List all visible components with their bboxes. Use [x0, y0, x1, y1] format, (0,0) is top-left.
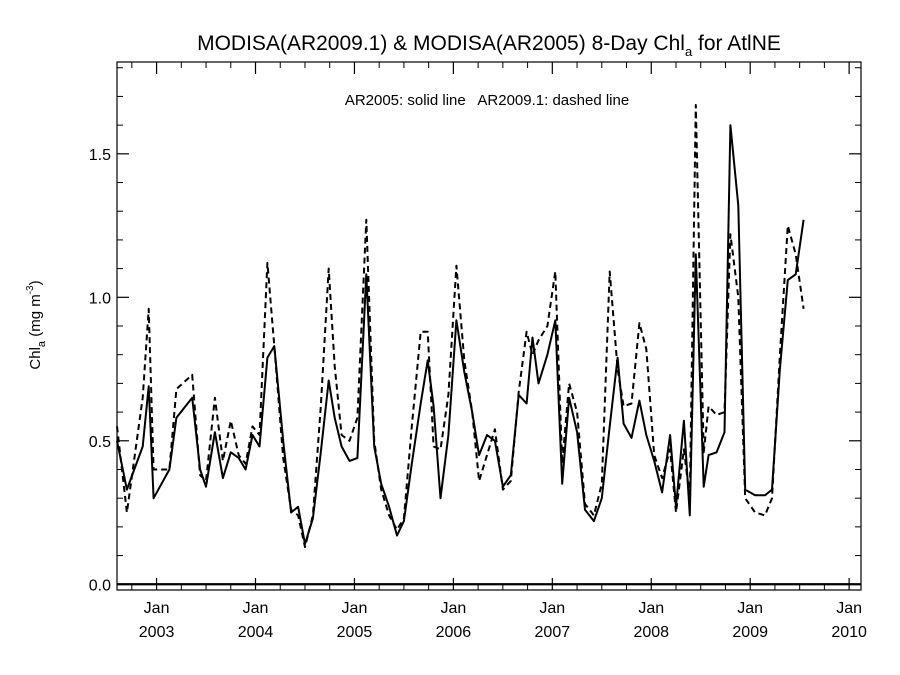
y-tick-label: 1.5 — [89, 147, 111, 164]
chart-title-subscript: a — [685, 44, 693, 59]
x-tick-year-label: 2009 — [732, 624, 768, 641]
tick-labels: 0.0 0.5 1.0 1.5 Jan 2003 Jan 2004 Jan 2005 Jan 2006… — [89, 147, 867, 641]
x-tick-year-label: 2010 — [831, 624, 867, 641]
x-tick-month-label: Jan — [144, 600, 170, 617]
y-axis-label-subscript: a — [36, 340, 48, 347]
y-axis-label-main: Chl — [27, 347, 44, 370]
x-tick-month-label: Jan — [836, 600, 862, 617]
x-tick-year-label: 2004 — [238, 624, 274, 641]
x-tick-month-label: Jan — [243, 600, 269, 617]
x-tick-month-label: Jan — [342, 600, 368, 617]
x-tick-year-label: 2005 — [337, 624, 373, 641]
series-line-ar2009-1 — [116, 104, 805, 548]
chart-title-main: MODISA(AR2009.1) & MODISA(AR2005) 8-Day … — [197, 32, 685, 55]
x-tick-year-label: 2006 — [436, 624, 472, 641]
plot-frame — [116, 61, 862, 591]
y-axis-label: Chla (mg m-3) — [25, 280, 48, 369]
x-tick-month-label: Jan — [638, 600, 664, 617]
chart-title-tail: for AtlNE — [692, 32, 781, 55]
line-style-annotation: AR2005: solid line AR2009.1: dashed line — [345, 92, 629, 109]
y-tick-label: 0.0 — [89, 577, 111, 594]
y-axis-label-unit-exponent: -3 — [25, 285, 36, 294]
x-tick-year-label: 2007 — [535, 624, 571, 641]
y-axis-label-unit-close: ) — [27, 280, 44, 285]
x-tick-month-label: Jan — [539, 600, 565, 617]
x-tick-month-label: Jan — [737, 600, 763, 617]
y-tick-label: 0.5 — [89, 434, 111, 451]
series-group — [116, 104, 805, 548]
x-tick-month-label: Jan — [440, 600, 466, 617]
y-axis-label-unit: (mg m — [27, 294, 44, 341]
x-tick-year-label: 2008 — [633, 624, 669, 641]
chart-title: MODISA(AR2009.1) & MODISA(AR2005) 8-Day … — [197, 32, 781, 59]
series-line-ar2005 — [116, 124, 805, 546]
y-tick-label: 1.0 — [89, 290, 111, 307]
x-tick-year-label: 2003 — [139, 624, 175, 641]
